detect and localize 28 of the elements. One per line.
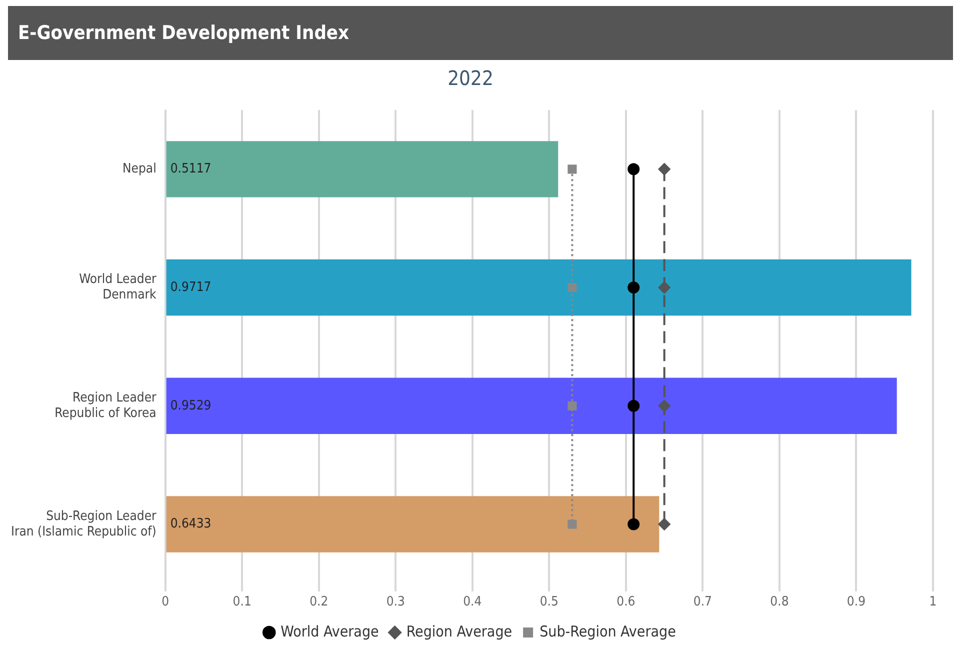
x-tick-label: 0.7 [693, 594, 712, 610]
x-tick-label: 0.5 [540, 594, 558, 610]
x-tick-label: 1 [929, 594, 937, 610]
bar [166, 496, 660, 552]
legend-label: Sub-Region Average [540, 622, 676, 640]
y-tick-label: Nepal [122, 162, 156, 177]
x-tick-label: 0.4 [463, 594, 482, 610]
chart-subtitle: 2022 [448, 66, 494, 90]
x-tick-label: 0.3 [386, 594, 405, 610]
y-tick-label: Sub-Region Leader Iran (Islamic Republic of) [10, 508, 157, 540]
data-label: 0.9717 [170, 280, 212, 295]
x-tick-label: 0 [162, 594, 170, 610]
x-tick-label: 0.6 [616, 594, 636, 610]
chart-title: E-Government Development Index [8, 6, 953, 60]
legend-label: Region Average [406, 622, 512, 640]
data-label: 0.5117 [170, 162, 212, 177]
x-tick-label: 0.8 [770, 594, 789, 610]
x-tick-label: 0.2 [310, 594, 328, 610]
data-label: 0.9529 [170, 398, 212, 414]
bar [166, 378, 897, 434]
bar [166, 259, 912, 316]
y-tick-label: Region Leader Republic of Korea [54, 390, 157, 422]
data-label: 0.6433 [170, 516, 212, 532]
y-tick-label: World Leader Denmark [79, 272, 157, 303]
x-tick-label: 0.1 [232, 594, 252, 610]
bar [166, 141, 558, 198]
legend-label: World Average [280, 622, 379, 640]
x-tick-label: 0.9 [846, 594, 866, 610]
